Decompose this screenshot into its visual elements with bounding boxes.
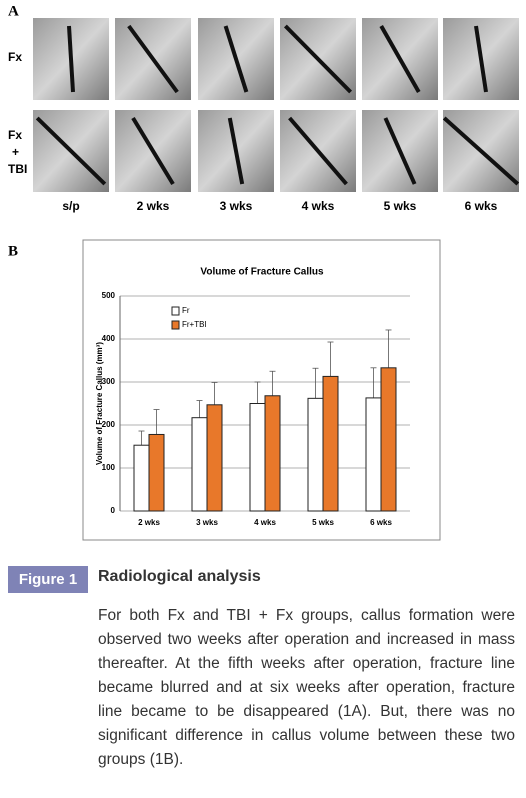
xray-rod — [379, 25, 421, 93]
panel-label: B — [8, 243, 18, 259]
column-label: 2 wks — [137, 199, 170, 213]
xray-rod — [223, 25, 249, 93]
xray-rod — [67, 25, 75, 93]
legend-swatch — [171, 320, 180, 330]
row-label: Fx + TBI — [8, 128, 27, 176]
bar — [249, 403, 266, 512]
bar — [322, 375, 339, 512]
column-label: 4 wks — [302, 199, 335, 213]
x-tick-label: 5 wks — [312, 518, 334, 527]
xray-rod — [35, 116, 107, 186]
bar — [264, 395, 281, 512]
bar — [365, 397, 382, 512]
column-label: 5 wks — [384, 199, 417, 213]
y-tick-label: 500 — [102, 291, 116, 300]
x-tick-label: 3 wks — [196, 518, 218, 527]
xray-rod — [288, 116, 348, 186]
x-tick-label: 4 wks — [254, 518, 276, 527]
xray-rod — [283, 24, 353, 94]
legend-label: Fr — [182, 306, 190, 315]
bar — [380, 367, 397, 512]
xray-rod — [474, 25, 488, 93]
bar — [307, 397, 324, 512]
xray-rod — [131, 116, 175, 186]
bar — [206, 404, 223, 512]
y-axis-label: Volume of Fracture Callus (mm³) — [95, 342, 104, 465]
panel-label: A — [8, 3, 19, 19]
column-label: s/p — [62, 199, 79, 213]
xray-rod — [383, 117, 417, 185]
xray-rod — [127, 24, 179, 94]
legend-swatch — [171, 306, 180, 316]
caption-title: Radiological analysis — [98, 568, 261, 585]
legend-label: Fr+TBI — [182, 320, 207, 329]
figure: A B Fx Fx + TBI s/p 2 wks 3 wks 4 wks 5 wks 6 wks… — [8, 3, 520, 541]
x-tick-label: 6 wks — [370, 518, 392, 527]
bar — [191, 417, 208, 512]
figure-label: Figure 1 — [8, 566, 88, 593]
chart-title: Volume of Fracture Callus — [200, 267, 324, 278]
xray-rod — [227, 117, 245, 185]
column-label: 6 wks — [465, 199, 498, 213]
y-tick-label: 400 — [102, 334, 116, 343]
y-tick-label: 100 — [102, 463, 116, 472]
bar — [133, 444, 150, 512]
y-tick-label: 300 — [102, 377, 116, 386]
y-tick-label: 200 — [102, 420, 116, 429]
y-tick-label: 0 — [111, 506, 116, 515]
caption-text: For both Fx and TBI + Fx groups, callus … — [98, 607, 515, 768]
row-label: Fx — [8, 50, 22, 64]
xray-rod — [442, 116, 520, 186]
bar — [148, 433, 165, 512]
x-tick-label: 2 wks — [138, 518, 160, 527]
column-label: 3 wks — [220, 199, 253, 213]
